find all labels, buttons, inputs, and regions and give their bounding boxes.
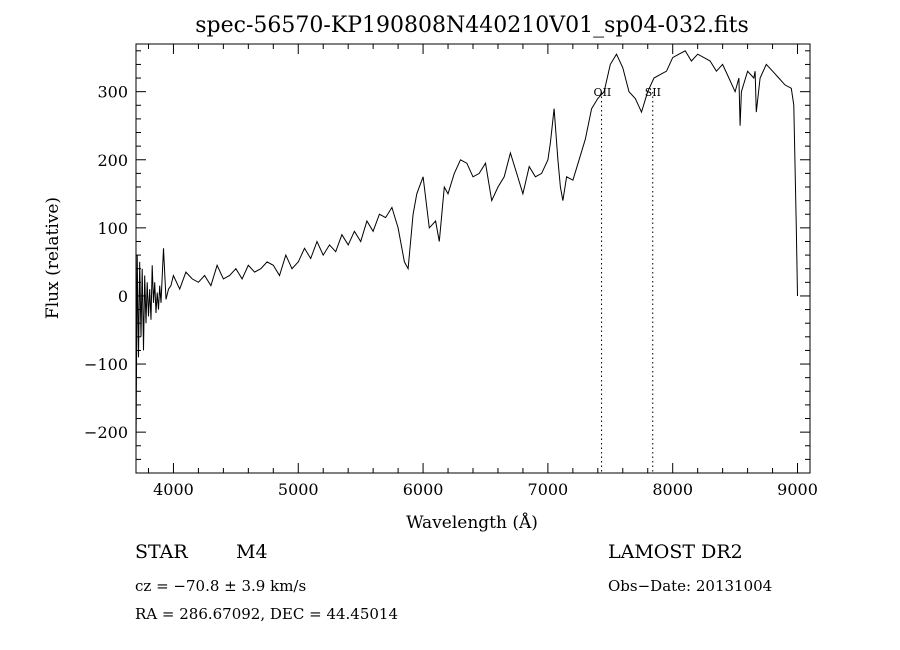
obs-date: Obs−Date: 20131004 [608, 577, 773, 595]
x-axis-label: Wavelength (Å) [406, 512, 538, 533]
data-release: LAMOST DR2 [608, 541, 743, 563]
x-tick-labels: 4000 5000 6000 7000 8000 9000 [153, 480, 818, 499]
y-tick-label: 100 [97, 219, 128, 238]
spectrum-line [135, 50, 798, 453]
y-tick-label: 200 [97, 151, 128, 170]
line-annotations: OII SII [594, 86, 661, 473]
x-tick-label: 6000 [403, 480, 444, 499]
x-tick-label: 9000 [777, 480, 818, 499]
plot-frame [135, 43, 811, 474]
x-tick-label: 5000 [278, 480, 319, 499]
x-tick-label: 4000 [153, 480, 194, 499]
y-tick-labels: −200 −100 0 100 200 300 [84, 83, 128, 442]
annotation-label: OII [594, 86, 612, 99]
y-tick-label: −100 [84, 355, 128, 374]
y-tick-label: 300 [97, 83, 128, 102]
redshift-cz: cz = −70.8 ± 3.9 km/s [135, 577, 307, 595]
y-tick-label: −200 [84, 423, 128, 442]
object-type: STAR [135, 541, 188, 563]
chart-title: spec-56570-KP190808N440210V01_sp04-032.f… [195, 13, 749, 38]
x-tick-label: 8000 [652, 480, 693, 499]
coordinates: RA = 286.67092, DEC = 44.45014 [135, 605, 399, 623]
y-axis-label: Flux (relative) [43, 197, 63, 319]
x-tick-label: 7000 [528, 480, 569, 499]
axis-ticks [136, 44, 810, 473]
y-tick-label: 0 [118, 287, 128, 306]
subclass: M4 [236, 541, 268, 563]
